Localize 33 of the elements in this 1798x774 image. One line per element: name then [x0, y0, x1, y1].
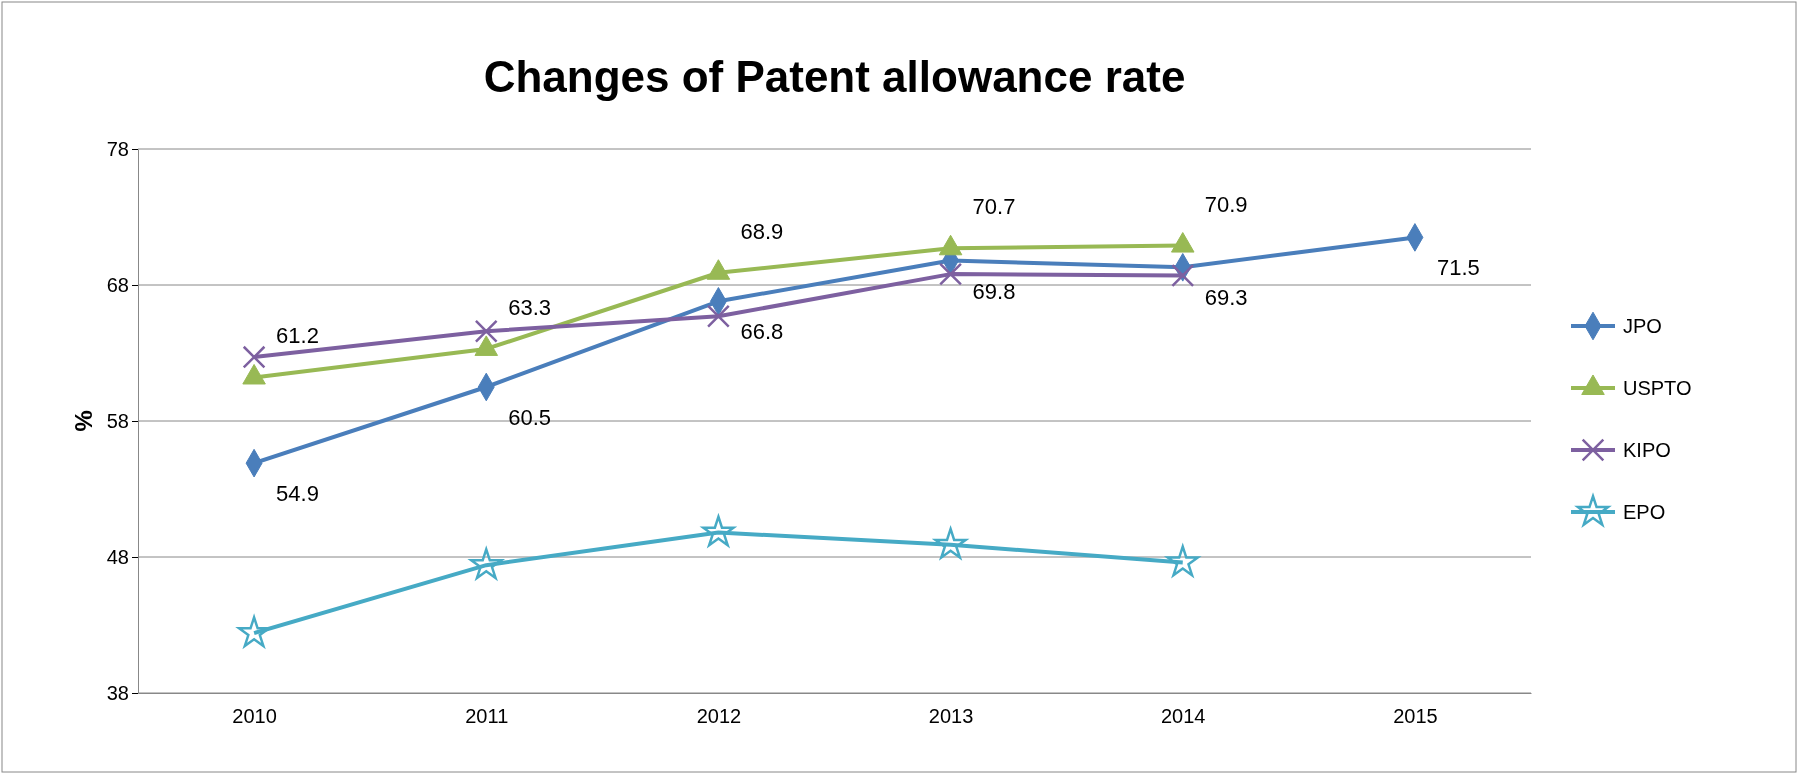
data-label: 60.5	[508, 405, 552, 430]
x-tick-label: 2011	[465, 705, 509, 728]
y-tick-label: 78	[106, 137, 129, 160]
data-label: 63.3	[508, 294, 552, 320]
data-label: 71.5	[1436, 255, 1480, 281]
y-tick-label: 38	[106, 681, 129, 704]
x-tick-label: 2010	[232, 705, 277, 728]
legend-label: USPTO	[1623, 377, 1692, 399]
point	[706, 304, 730, 328]
y-tick-label: 68	[106, 273, 129, 296]
chart-title: Changes of Patent allowance rate	[483, 52, 1186, 101]
data-label: 69.3	[1204, 285, 1248, 311]
point	[242, 345, 266, 369]
legend-label: KIPO	[1623, 439, 1671, 461]
x-tick-label: 2013	[928, 705, 974, 728]
y-axis-title: %	[70, 410, 97, 432]
x-tick-label: 2012	[696, 705, 742, 728]
data-label: 61.2	[276, 323, 319, 349]
legend-label: EPO	[1623, 501, 1666, 523]
data-label: 70.9	[1204, 191, 1248, 217]
y-tick-label: 48	[106, 545, 129, 568]
data-label: 70.7	[972, 194, 1016, 220]
x-tick-label: 2015	[1393, 705, 1438, 728]
data-label: 68.9	[740, 218, 784, 244]
data-label: 69.8	[972, 278, 1016, 304]
y-tick-label: 58	[106, 409, 129, 432]
data-label: 54.9	[276, 481, 319, 507]
legend-label: JPO	[1623, 315, 1662, 337]
data-label: 66.8	[740, 319, 784, 345]
point	[474, 319, 498, 343]
x-tick-label: 2014	[1161, 705, 1206, 728]
point	[939, 262, 963, 286]
point	[1171, 263, 1195, 288]
